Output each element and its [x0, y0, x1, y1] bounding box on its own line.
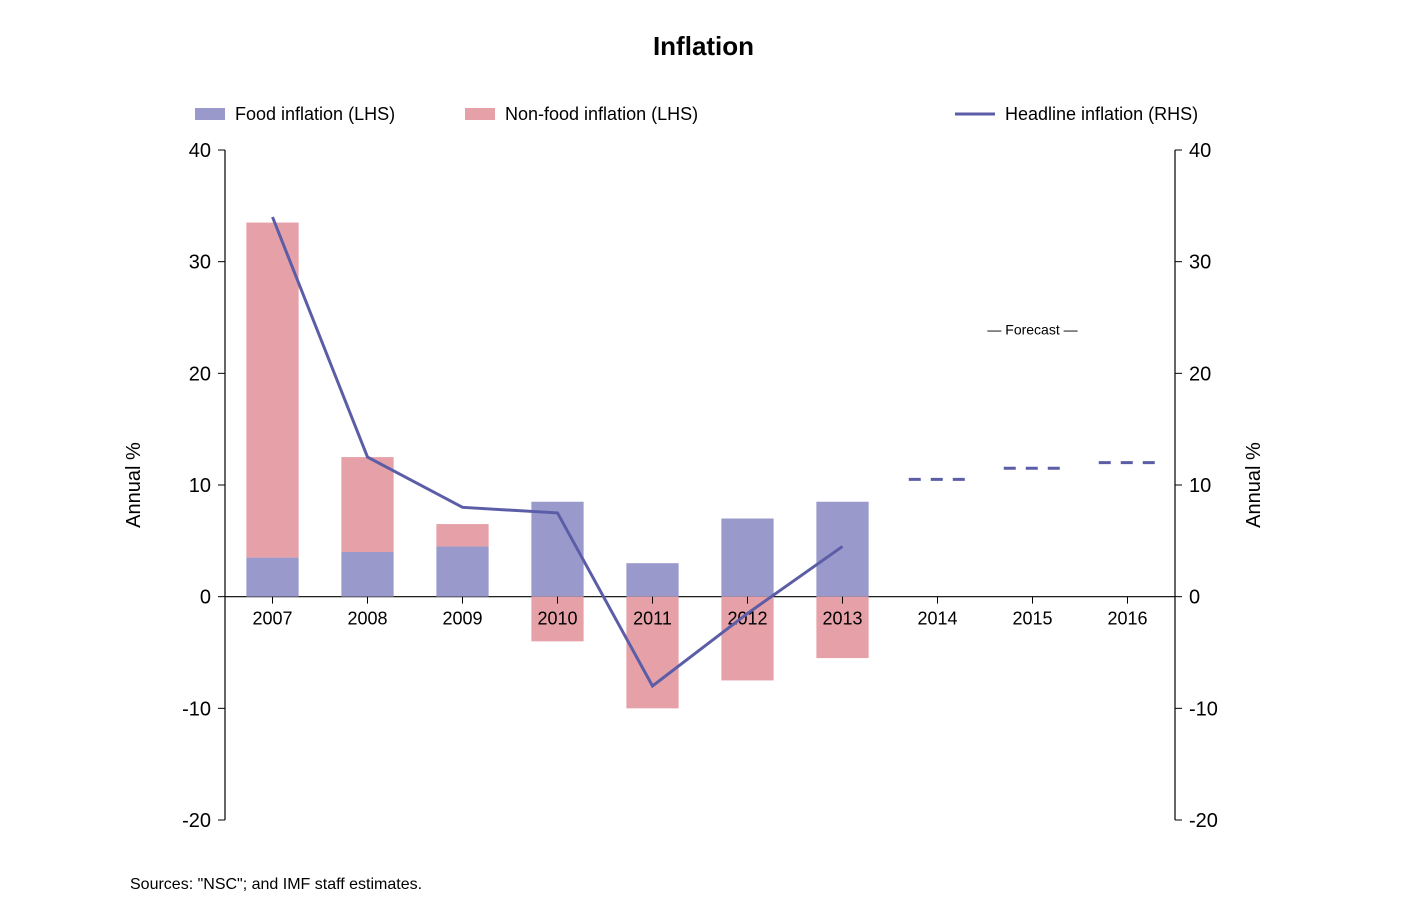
ytick-left-label: 40 [189, 140, 211, 162]
ytick-left-label: -20 [182, 810, 211, 832]
ytick-left-label: 10 [189, 475, 211, 497]
bar-nonfood [436, 524, 488, 546]
bar-food [626, 563, 678, 597]
chart-svg: Inflation -20 -10 0 10 20 30 40 -20 -10 0 10 20 30 40 A… [0, 0, 1407, 919]
ytick-right-label: 40 [1189, 140, 1211, 162]
ytick-right-label: 0 [1189, 587, 1200, 609]
ytick-right-label: 30 [1189, 252, 1211, 274]
y-axis-right-label: Annual % [1243, 442, 1265, 528]
bar-nonfood [341, 457, 393, 552]
footnote: Sources: "NSC"; and IMF staff estimates. [130, 876, 422, 893]
legend-swatch-nonfood [465, 108, 495, 120]
xtick-label: 2014 [917, 609, 957, 629]
xtick-label: 2009 [442, 609, 482, 629]
forecast-header: — Forecast — [987, 322, 1077, 338]
chart-title: Inflation [653, 31, 754, 61]
bar-food [341, 552, 393, 597]
legend-swatch-food [195, 108, 225, 120]
xtick-label: 2013 [822, 609, 862, 629]
xtick-label: 2015 [1012, 609, 1052, 629]
legend-label-nonfood: Non-food inflation (LHS) [505, 104, 698, 124]
inflation-chart: Inflation -20 -10 0 10 20 30 40 -20 -10 0 10 20 30 40 A… [0, 0, 1407, 919]
xtick-label: 2008 [347, 609, 387, 629]
ytick-left-label: 30 [189, 252, 211, 274]
bar-food [436, 546, 488, 596]
ytick-right-label: -20 [1189, 810, 1218, 832]
chart-bg [0, 0, 1407, 919]
xtick-label: 2011 [633, 609, 672, 629]
legend-label-headline: Headline inflation (RHS) [1005, 104, 1198, 124]
xtick-label: 2010 [537, 609, 577, 629]
ytick-left-label: 0 [200, 587, 211, 609]
legend-label-food: Food inflation (LHS) [235, 104, 395, 124]
ytick-right-label: -10 [1189, 698, 1218, 720]
ytick-right-label: 20 [1189, 363, 1211, 385]
bar-food [816, 502, 868, 597]
bar-food [721, 519, 773, 597]
ytick-right-label: 10 [1189, 475, 1211, 497]
ytick-left-label: -10 [182, 698, 211, 720]
y-axis-left-label: Annual % [123, 442, 145, 528]
bar-nonfood [246, 223, 298, 558]
ytick-left-label: 20 [189, 363, 211, 385]
xtick-label: 2007 [252, 609, 292, 629]
xtick-label: 2016 [1107, 609, 1147, 629]
bar-food [246, 558, 298, 597]
